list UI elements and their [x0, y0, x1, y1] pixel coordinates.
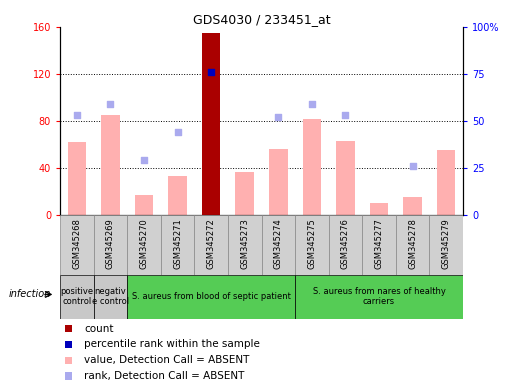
Point	[64, 373, 72, 379]
Bar	[94, 215, 127, 275]
Bar	[429, 215, 463, 275]
Bar	[202, 33, 220, 215]
Text: value, Detection Call = ABSENT: value, Detection Call = ABSENT	[84, 355, 249, 365]
Bar	[437, 151, 456, 215]
Bar	[135, 195, 153, 215]
Bar	[269, 149, 288, 215]
Bar	[303, 119, 321, 215]
Point	[207, 69, 215, 75]
Point	[73, 112, 81, 118]
Text: GSM345272: GSM345272	[207, 218, 215, 269]
Bar	[403, 197, 422, 215]
Bar	[328, 215, 362, 275]
Bar	[336, 141, 355, 215]
Text: count: count	[84, 324, 114, 334]
Bar	[370, 203, 388, 215]
Bar	[362, 215, 396, 275]
Point	[341, 112, 349, 118]
Text: S. aureus from blood of septic patient: S. aureus from blood of septic patient	[132, 292, 291, 301]
Bar	[60, 275, 94, 319]
Text: infection: infection	[9, 290, 51, 300]
Bar	[396, 215, 429, 275]
Text: rank, Detection Call = ABSENT: rank, Detection Call = ABSENT	[84, 371, 245, 381]
Text: percentile rank within the sample: percentile rank within the sample	[84, 339, 260, 349]
Text: GSM345276: GSM345276	[341, 218, 350, 269]
Bar	[262, 215, 295, 275]
Text: GSM345279: GSM345279	[441, 218, 451, 269]
Point	[274, 114, 282, 120]
Point	[64, 341, 72, 348]
Bar	[195, 215, 228, 275]
Bar	[127, 275, 295, 319]
Text: GSM345275: GSM345275	[308, 218, 316, 269]
Title: GDS4030 / 233451_at: GDS4030 / 233451_at	[192, 13, 331, 26]
Text: GSM345269: GSM345269	[106, 218, 115, 269]
Text: GSM345277: GSM345277	[374, 218, 383, 269]
Bar	[127, 215, 161, 275]
Bar	[168, 176, 187, 215]
Point	[64, 326, 72, 332]
Bar	[161, 215, 195, 275]
Point	[408, 163, 417, 169]
Text: GSM345273: GSM345273	[240, 218, 249, 269]
Bar	[67, 142, 86, 215]
Text: GSM345270: GSM345270	[140, 218, 149, 269]
Point	[64, 357, 72, 363]
Bar	[295, 215, 328, 275]
Bar	[228, 215, 262, 275]
Bar	[60, 215, 94, 275]
Text: GSM345274: GSM345274	[274, 218, 283, 269]
Text: GSM345271: GSM345271	[173, 218, 182, 269]
Bar	[295, 275, 463, 319]
Point	[140, 157, 148, 164]
Text: GSM345268: GSM345268	[72, 218, 82, 269]
Text: GSM345278: GSM345278	[408, 218, 417, 269]
Text: positive
control: positive control	[60, 287, 94, 306]
Point	[106, 101, 115, 107]
Bar	[101, 115, 120, 215]
Point	[174, 129, 182, 135]
Bar	[235, 172, 254, 215]
Bar	[94, 275, 127, 319]
Point	[308, 101, 316, 107]
Text: S. aureus from nares of healthy
carriers: S. aureus from nares of healthy carriers	[313, 287, 446, 306]
Text: negativ
e control: negativ e control	[92, 287, 129, 306]
